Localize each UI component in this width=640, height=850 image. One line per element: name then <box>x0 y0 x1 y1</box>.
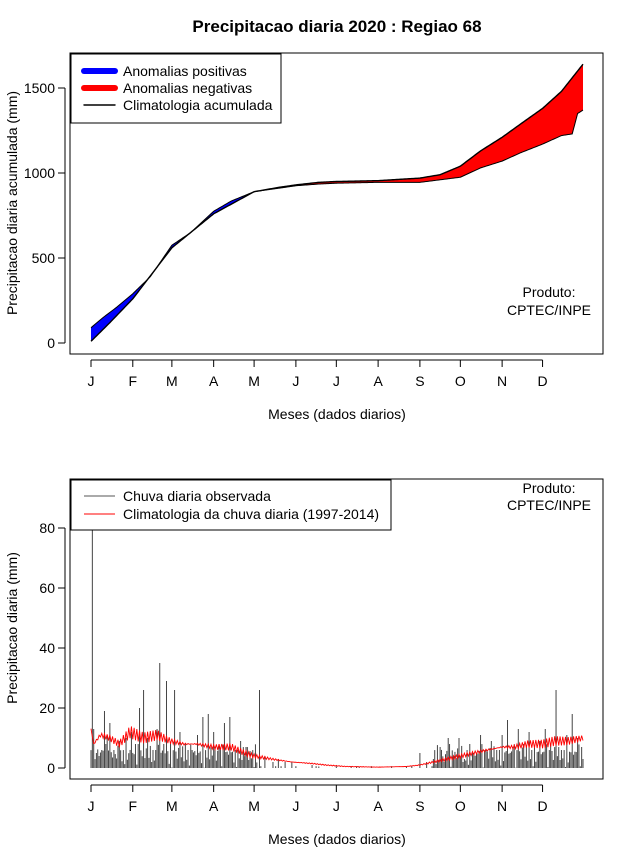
anomaly-positive-area <box>155 232 191 269</box>
y-tick-label: 500 <box>32 250 56 266</box>
x-tick-label: M <box>166 798 178 814</box>
x-tick-label: D <box>537 373 547 389</box>
x-tick-label: A <box>373 798 383 814</box>
x-tick-label: J <box>333 373 340 389</box>
y-tick-label: 0 <box>47 760 55 776</box>
x-tick-label: N <box>497 373 507 389</box>
x-tick-label: F <box>129 798 138 814</box>
x-tick-label: J <box>292 798 299 814</box>
daily-panel: 0 20 40 60 80 J F M A M J J A S O N D Meses (dados diario… <box>4 478 604 847</box>
x-tick-label: J <box>88 373 95 389</box>
anomaly-positive-area <box>91 277 149 342</box>
x-tick-label: J <box>292 373 299 389</box>
y-tick-label: 20 <box>39 700 55 716</box>
y-tick-label: 1000 <box>24 165 55 181</box>
y-tick-label: 60 <box>39 580 55 596</box>
x-tick-label: O <box>455 798 466 814</box>
observed-cumulative-line <box>90 109 584 329</box>
legend-entry: Anomalias positivas <box>123 63 247 79</box>
x-tick-label: F <box>129 373 138 389</box>
legend-entry: Anomalias negativas <box>123 80 252 96</box>
annotation-line: CPTEC/INPE <box>507 497 591 513</box>
x-tick-label: J <box>88 798 95 814</box>
annotation-line: Produto: <box>523 284 576 300</box>
legend-entry: Climatologia da chuva diaria (1997-2014) <box>123 506 379 522</box>
x-axis-title: Meses (dados diarios) <box>268 831 406 847</box>
y-tick-label: 0 <box>47 335 55 351</box>
x-tick-label: M <box>248 373 260 389</box>
annotation-line: CPTEC/INPE <box>507 302 591 318</box>
plot-frame <box>69 52 604 355</box>
chart-title: Precipitacao diaria 2020 : Regiao 68 <box>192 17 481 36</box>
x-tick-label: O <box>455 373 466 389</box>
x-tick-label: N <box>497 798 507 814</box>
annotation-line: Produto: <box>523 480 576 496</box>
cumulative-panel: 0 500 1000 1500 J F M A M J J A S O N D Meses (dados dia… <box>4 52 604 422</box>
y-axis-title: Precipitacao diaria acumulada (mm) <box>4 91 20 315</box>
legend-entry: Climatologia acumulada <box>123 97 273 113</box>
x-tick-label: D <box>537 798 547 814</box>
x-tick-label: J <box>333 798 340 814</box>
y-tick-label: 40 <box>39 640 55 656</box>
climatology-cumulative-line <box>90 63 584 342</box>
x-tick-label: M <box>166 373 178 389</box>
x-tick-label: A <box>209 373 219 389</box>
y-tick-label: 80 <box>39 520 55 536</box>
x-tick-label: S <box>415 373 424 389</box>
x-axis-title: Meses (dados diarios) <box>268 406 406 422</box>
anomaly-negative-area <box>255 64 583 192</box>
x-tick-label: A <box>373 373 383 389</box>
legend-box <box>70 479 392 531</box>
climatology-daily-line <box>90 726 584 768</box>
legend-entry: Chuva diaria observada <box>123 488 271 504</box>
y-axis-title: Precipitacao diaria (mm) <box>4 552 20 704</box>
anomaly-positive-area <box>192 191 255 232</box>
plot-frame <box>69 478 604 780</box>
y-tick-label: 1500 <box>24 80 55 96</box>
x-tick-label: S <box>415 798 424 814</box>
x-tick-label: M <box>248 798 260 814</box>
x-tick-label: A <box>209 798 219 814</box>
